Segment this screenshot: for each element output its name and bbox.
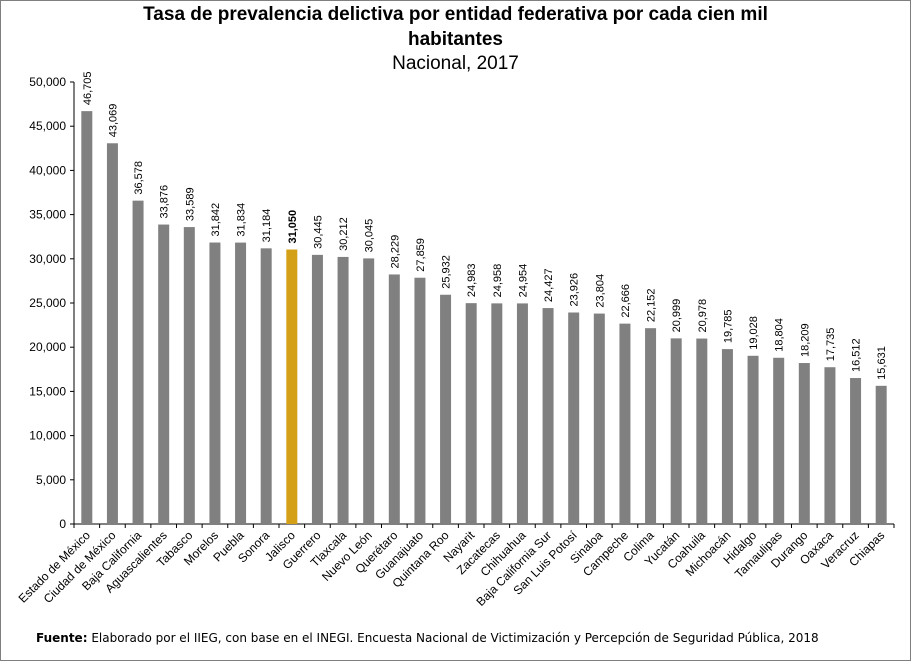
bar [593, 313, 605, 524]
source-note: Fuente: Elaborado por el IIEG, con base … [36, 631, 819, 645]
bar [158, 224, 170, 524]
chart-title-line-2: habitantes [407, 29, 504, 50]
bar-value-label: 18,209 [799, 323, 811, 357]
bar-value-label: 22,152 [646, 289, 658, 323]
bar-value-label: 22,666 [620, 284, 632, 318]
bar [286, 249, 298, 524]
bar [696, 338, 708, 524]
bar [773, 357, 785, 524]
bar [440, 294, 452, 524]
bar [414, 277, 426, 524]
bar-value-label: 24,954 [517, 264, 529, 298]
bar-value-label: 24,427 [543, 268, 555, 302]
bar-value-label: 30,445 [312, 215, 324, 249]
bar-value-label: 28,229 [389, 235, 401, 269]
y-tick-label: 40,000 [29, 163, 66, 177]
bar [850, 378, 862, 524]
bar-value-label: 43,069 [107, 104, 119, 138]
bar [465, 303, 477, 524]
bar [491, 303, 503, 524]
bar [875, 385, 887, 524]
bar-value-label: 24,958 [492, 264, 504, 298]
bar-value-label: 31,050 [287, 210, 299, 244]
bar-value-label: 25,932 [441, 255, 453, 289]
y-tick-label: 35,000 [29, 208, 66, 222]
bar-value-label: 31,842 [210, 203, 222, 237]
bar [209, 242, 221, 524]
bar [798, 363, 810, 524]
bar-value-label: 15,631 [876, 346, 888, 380]
y-tick-label: 30,000 [29, 252, 66, 266]
source-text: Elaborado por el IIEG, con base en el IN… [87, 631, 819, 645]
bar [747, 355, 759, 524]
chart-title-line-1: Tasa de prevalencia delictiva por entida… [143, 4, 768, 25]
bar-value-label: 24,983 [466, 263, 478, 297]
y-tick-label: 45,000 [29, 119, 66, 133]
bar-value-label: 30,045 [364, 219, 376, 253]
bar [670, 338, 682, 524]
bar [132, 200, 144, 524]
bar [235, 242, 247, 524]
y-tick-label: 25,000 [29, 296, 66, 310]
source-label: Fuente: [36, 631, 88, 645]
bar-value-label: 23,804 [594, 274, 606, 308]
bar-value-label: 46,705 [82, 71, 94, 105]
bar [568, 312, 580, 524]
bar [81, 111, 93, 524]
y-tick-label: 20,000 [29, 340, 66, 354]
bar-value-label: 20,999 [671, 299, 683, 333]
bar-value-label: 31,834 [236, 203, 248, 237]
bar-value-label: 31,184 [261, 209, 273, 243]
chart-subtitle: Nacional, 2017 [392, 53, 519, 74]
bar-value-label: 33,876 [159, 185, 171, 219]
y-tick-label: 5,000 [36, 473, 66, 487]
bar [542, 308, 554, 524]
bar [516, 303, 528, 524]
bar-value-label: 23,926 [569, 273, 581, 307]
bar [388, 274, 400, 524]
bar-value-label: 30,212 [338, 217, 350, 251]
bar [721, 349, 733, 524]
bar [106, 143, 118, 525]
y-tick-label: 10,000 [29, 429, 66, 443]
y-tick-label: 0 [59, 517, 66, 531]
bar-value-label: 19,785 [722, 309, 734, 343]
bar-value-label: 20,978 [697, 299, 709, 333]
bar [619, 323, 631, 524]
bar [183, 227, 195, 524]
bar-value-label: 27,859 [415, 238, 427, 272]
bar [645, 328, 657, 524]
bar [311, 254, 323, 524]
bar-value-label: 16,512 [851, 338, 863, 372]
bar [260, 248, 272, 524]
y-tick-label: 50,000 [29, 75, 66, 89]
bar-value-label: 33,589 [184, 187, 196, 221]
bar-value-label: 19,028 [748, 316, 760, 350]
bar-value-label: 18,804 [774, 318, 786, 352]
bar-value-label: 17,735 [825, 328, 837, 362]
bar [824, 367, 836, 524]
bar-value-label: 36,578 [133, 161, 145, 195]
bar [337, 256, 349, 524]
y-tick-label: 15,000 [29, 384, 66, 398]
bar [363, 258, 375, 524]
